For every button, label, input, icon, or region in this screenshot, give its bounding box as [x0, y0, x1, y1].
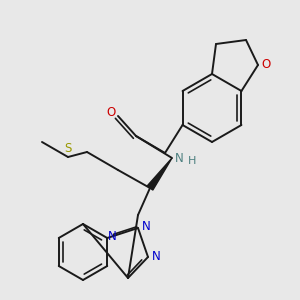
Polygon shape	[147, 158, 172, 190]
Text: H: H	[188, 156, 196, 166]
Text: O: O	[106, 106, 116, 119]
Text: N: N	[175, 152, 183, 164]
Text: S: S	[64, 142, 72, 155]
Text: N: N	[108, 230, 117, 242]
Text: N: N	[152, 250, 160, 263]
Text: O: O	[261, 58, 271, 71]
Text: N: N	[142, 220, 150, 232]
